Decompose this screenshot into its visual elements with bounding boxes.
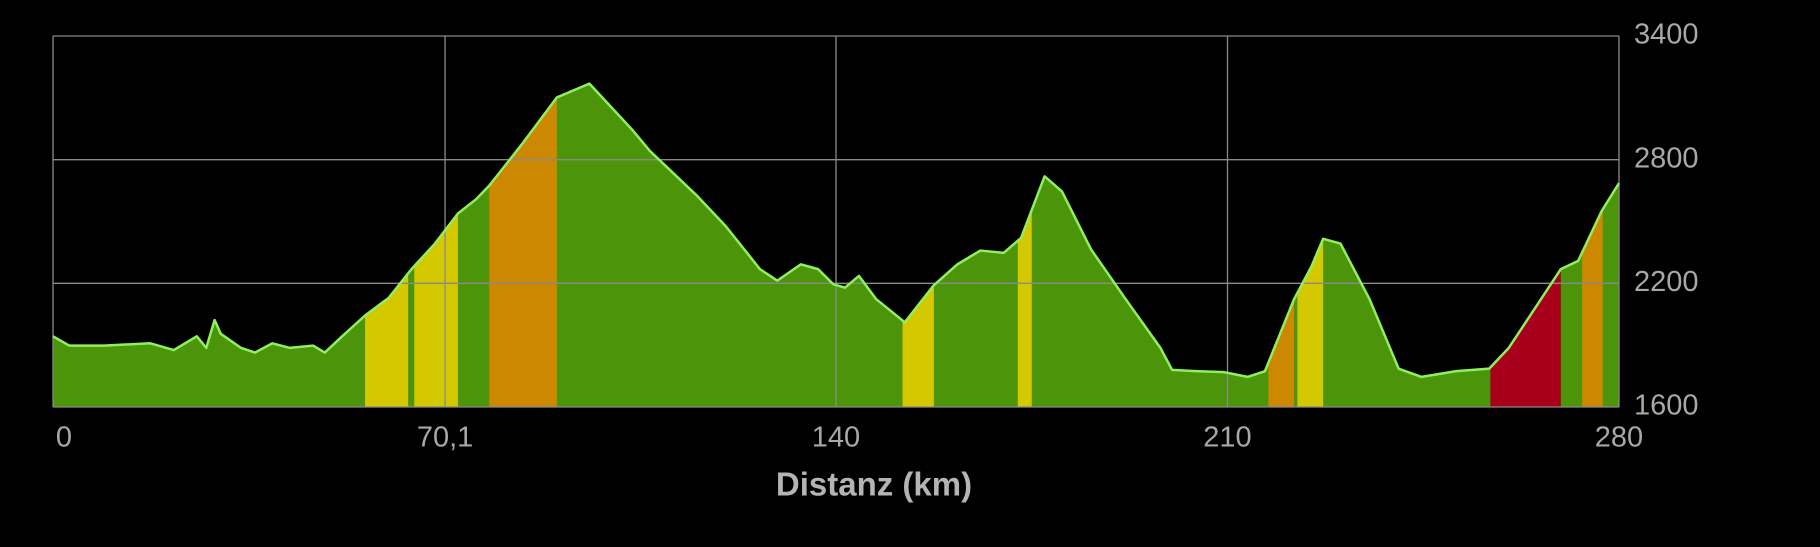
gradient-segment (1582, 83, 1603, 407)
gradient-segment (365, 83, 409, 407)
y-tick-label: 1600 (1634, 390, 1699, 422)
gradient-segment (1297, 83, 1324, 407)
x-tick-label: 210 (1203, 422, 1251, 454)
gradient-segment (1017, 83, 1032, 407)
overlay: 1600 2200 2800 3400 0 70,1 140 210 280 (52, 19, 1699, 454)
x-tick-label: 0 (56, 422, 72, 454)
gradient-segment (902, 83, 934, 407)
x-tick-label: 140 (812, 422, 860, 454)
x-tick-label: 280 (1595, 422, 1643, 454)
y-tick-label: 3400 (1634, 19, 1699, 51)
gradient-segment (1490, 83, 1561, 407)
y-tick-label: 2800 (1634, 142, 1699, 174)
x-tick-label: 70,1 (417, 422, 473, 454)
y-tick-label: 2200 (1634, 266, 1699, 298)
x-axis-title: Distanz (km) (776, 466, 972, 503)
gradient-segment (489, 83, 557, 407)
elevation-line (52, 82, 1621, 379)
